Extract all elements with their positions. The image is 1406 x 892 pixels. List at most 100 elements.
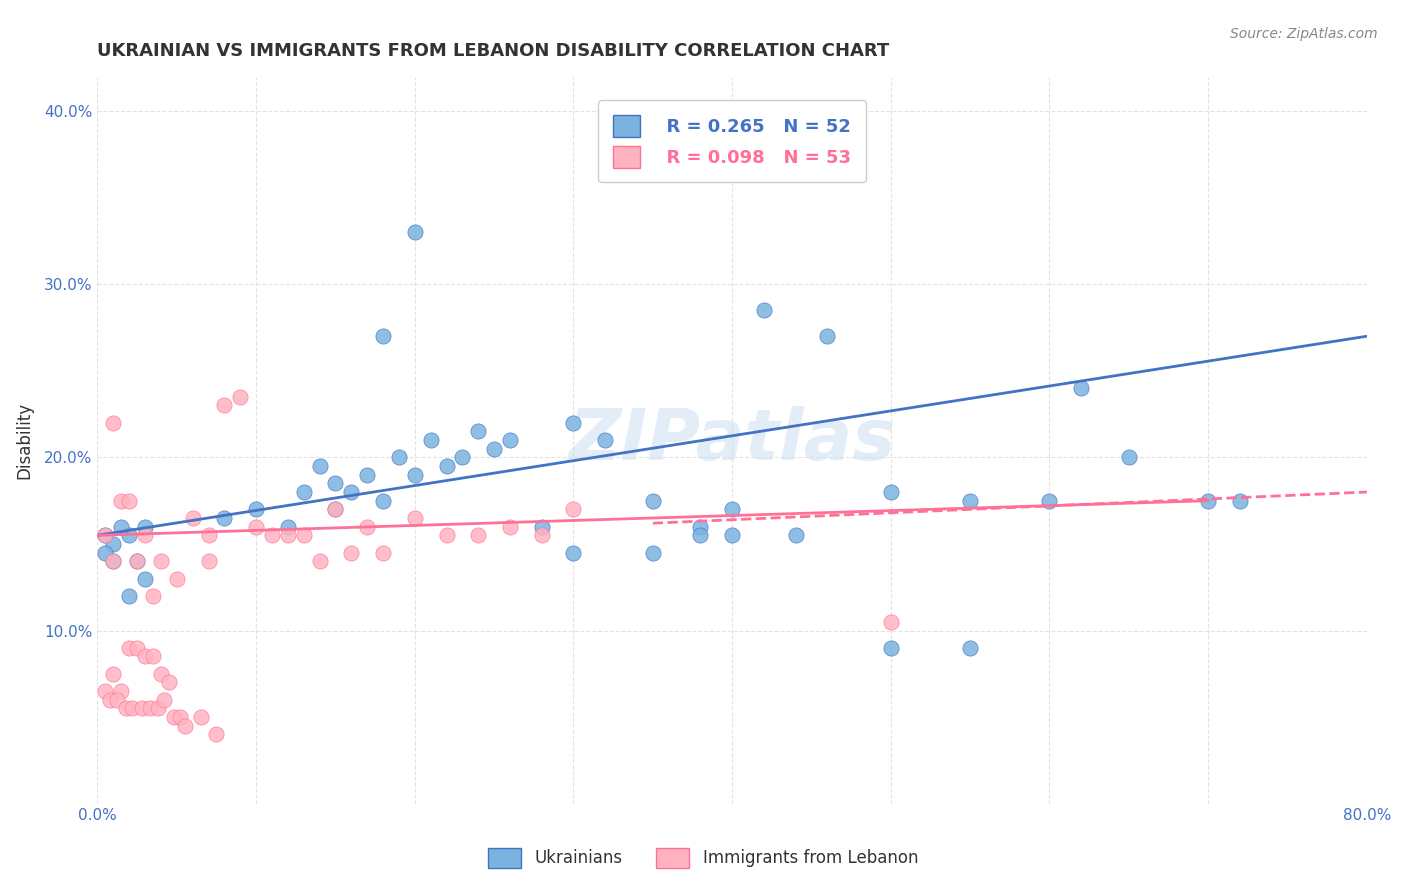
Point — [1229, 493, 1251, 508]
Point — [308, 459, 330, 474]
Point — [197, 554, 219, 568]
Point — [436, 459, 458, 474]
Point — [880, 640, 903, 655]
Text: Source: ZipAtlas.com: Source: ZipAtlas.com — [1230, 27, 1378, 41]
Point — [173, 719, 195, 733]
Point — [530, 519, 553, 533]
Point — [229, 390, 252, 404]
Point — [103, 537, 125, 551]
Point — [127, 640, 149, 655]
Point — [118, 640, 141, 655]
Point — [190, 710, 212, 724]
Point — [142, 649, 165, 664]
Point — [752, 303, 775, 318]
Point — [157, 675, 180, 690]
Point — [689, 519, 711, 533]
Point — [880, 485, 903, 500]
Point — [1038, 493, 1060, 508]
Point — [482, 442, 505, 456]
Point — [131, 701, 153, 715]
Point — [118, 493, 141, 508]
Point — [118, 528, 141, 542]
Point — [146, 701, 169, 715]
Point — [340, 485, 363, 500]
Point — [959, 640, 981, 655]
Point — [110, 519, 132, 533]
Point — [959, 493, 981, 508]
Point — [356, 467, 378, 482]
Point — [134, 572, 156, 586]
Point — [689, 528, 711, 542]
Point — [134, 519, 156, 533]
Legend:   R = 0.265   N = 52,   R = 0.098   N = 53: R = 0.265 N = 52, R = 0.098 N = 53 — [599, 100, 866, 182]
Point — [371, 546, 394, 560]
Point — [562, 546, 585, 560]
Point — [149, 554, 172, 568]
Point — [103, 554, 125, 568]
Point — [371, 329, 394, 343]
Point — [388, 450, 411, 465]
Point — [356, 519, 378, 533]
Point — [277, 519, 299, 533]
Point — [103, 416, 125, 430]
Point — [110, 684, 132, 698]
Point — [260, 528, 283, 542]
Point — [451, 450, 474, 465]
Point — [404, 511, 426, 525]
Point — [142, 589, 165, 603]
Point — [562, 502, 585, 516]
Point — [371, 493, 394, 508]
Point — [166, 572, 188, 586]
Point — [98, 692, 121, 706]
Point — [641, 493, 664, 508]
Point — [641, 546, 664, 560]
Point — [127, 554, 149, 568]
Point — [1118, 450, 1140, 465]
Point — [325, 502, 347, 516]
Point — [103, 666, 125, 681]
Text: UKRAINIAN VS IMMIGRANTS FROM LEBANON DISABILITY CORRELATION CHART: UKRAINIAN VS IMMIGRANTS FROM LEBANON DIS… — [97, 42, 890, 60]
Point — [153, 692, 176, 706]
Point — [467, 425, 489, 439]
Legend: Ukrainians, Immigrants from Lebanon: Ukrainians, Immigrants from Lebanon — [481, 841, 925, 875]
Point — [134, 528, 156, 542]
Point — [562, 416, 585, 430]
Point — [169, 710, 191, 724]
Point — [214, 399, 236, 413]
Point — [325, 476, 347, 491]
Point — [197, 528, 219, 542]
Point — [292, 485, 315, 500]
Point — [181, 511, 204, 525]
Point — [149, 666, 172, 681]
Point — [245, 502, 267, 516]
Point — [467, 528, 489, 542]
Point — [721, 528, 744, 542]
Point — [94, 684, 117, 698]
Y-axis label: Disability: Disability — [15, 401, 32, 479]
Point — [127, 554, 149, 568]
Point — [277, 528, 299, 542]
Point — [162, 710, 184, 724]
Point — [419, 433, 441, 447]
Point — [292, 528, 315, 542]
Point — [593, 433, 616, 447]
Point — [530, 528, 553, 542]
Point — [245, 519, 267, 533]
Point — [436, 528, 458, 542]
Point — [785, 528, 807, 542]
Point — [110, 493, 132, 508]
Point — [499, 519, 522, 533]
Point — [121, 701, 143, 715]
Point — [115, 701, 138, 715]
Point — [214, 511, 236, 525]
Point — [139, 701, 162, 715]
Point — [105, 692, 128, 706]
Text: ZIPatlas: ZIPatlas — [568, 406, 896, 475]
Point — [815, 329, 838, 343]
Point — [499, 433, 522, 447]
Point — [404, 226, 426, 240]
Point — [134, 649, 156, 664]
Point — [94, 528, 117, 542]
Point — [340, 546, 363, 560]
Point — [1197, 493, 1219, 508]
